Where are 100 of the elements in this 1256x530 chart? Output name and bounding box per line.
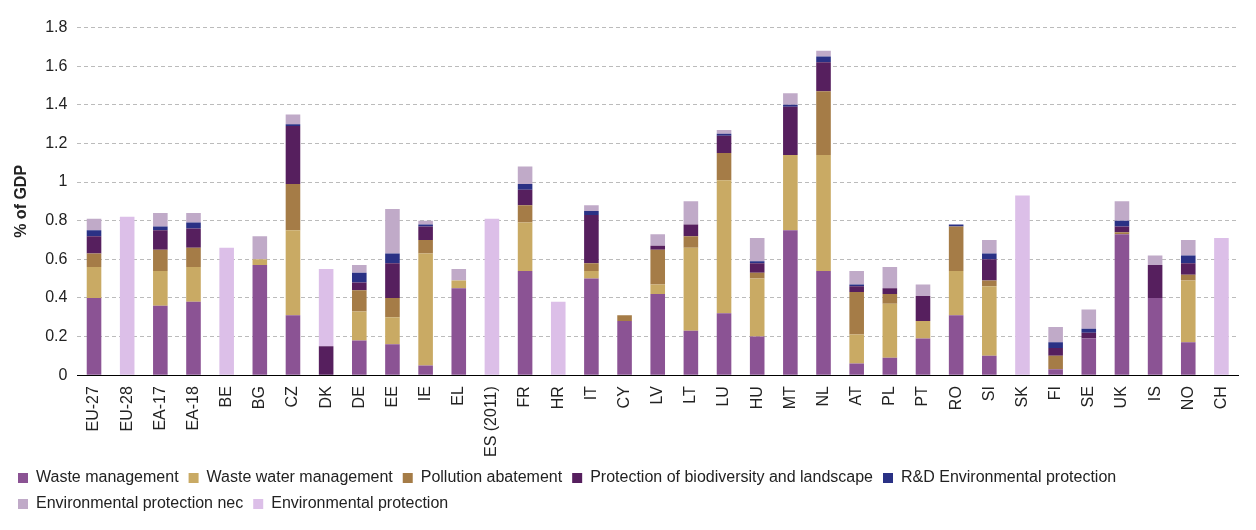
bar [252, 265, 268, 375]
x-tick-label: CY [614, 385, 632, 409]
bar [1214, 238, 1229, 375]
bar [517, 184, 533, 190]
bar [982, 259, 997, 281]
x-tick-label: DK [316, 385, 334, 409]
bar [153, 270, 168, 306]
bar [816, 50, 831, 57]
bar [86, 236, 102, 254]
y-tick-label: 1 [58, 172, 68, 190]
legend-label: Environmental protection [271, 494, 449, 512]
bar [1048, 348, 1063, 356]
bar [982, 286, 997, 356]
x-tick-label: PL [880, 386, 898, 406]
bar [119, 216, 135, 375]
x-tick-label: ES (2011) [482, 386, 500, 458]
y-tick-label: 0.8 [45, 211, 68, 229]
x-tick-label: NO [1178, 386, 1196, 411]
bar [849, 334, 864, 364]
x-tick-label: EE [382, 386, 400, 408]
bar [484, 218, 500, 375]
y-tick-label: 0.6 [45, 249, 68, 267]
x-tick-label: IT [581, 385, 599, 401]
bar [285, 230, 301, 316]
bar [749, 263, 765, 273]
bar [352, 290, 367, 312]
bar [716, 180, 732, 314]
x-tick-label: CH [1211, 386, 1229, 410]
bar [352, 340, 367, 375]
bar [86, 297, 102, 375]
bar [385, 317, 400, 345]
bar [285, 315, 301, 375]
bar [186, 247, 201, 268]
bar [584, 270, 599, 279]
bar [584, 214, 599, 264]
bar [882, 267, 898, 289]
x-tick-label: RO [946, 386, 964, 411]
bar [418, 365, 433, 375]
bar [86, 230, 102, 237]
bar [617, 315, 632, 322]
bar [517, 270, 533, 375]
bar [418, 253, 433, 366]
bar [550, 301, 566, 375]
bar [418, 239, 433, 254]
x-tick-label: HU [747, 386, 765, 410]
bar [252, 236, 268, 260]
x-tick-label: EL [449, 386, 467, 406]
x-tick-label: FI [1046, 386, 1064, 401]
bar [816, 62, 831, 92]
x-tick-label: SK [1012, 385, 1030, 408]
x-tick-label: EA-18 [183, 386, 201, 431]
bar [385, 263, 400, 298]
bar [1180, 280, 1196, 343]
bar [650, 249, 666, 285]
bar [219, 247, 234, 375]
bar [385, 253, 400, 264]
y-tick-label: 1.8 [45, 18, 68, 36]
bar [783, 93, 798, 105]
bar [352, 272, 367, 283]
x-tick-label: DE [349, 386, 367, 409]
bar [982, 239, 997, 254]
y-tick-label: 1.4 [45, 95, 68, 113]
x-tick-label: BE [217, 386, 235, 408]
bar [816, 91, 831, 156]
bar [683, 201, 699, 225]
x-tick-label: PT [913, 385, 931, 407]
bar [915, 338, 931, 375]
x-tick-label: LT [681, 385, 699, 404]
bar [617, 321, 632, 375]
bar [783, 230, 798, 375]
bar [683, 330, 699, 375]
bar [186, 212, 201, 223]
bar [252, 259, 268, 266]
x-tick-label: EU-28 [117, 386, 135, 432]
bar [385, 344, 400, 375]
x-tick-label: CZ [283, 385, 301, 408]
x-tick-label: LV [648, 385, 666, 405]
bar [783, 155, 798, 231]
bar [749, 278, 765, 337]
bar [584, 211, 599, 215]
bar [683, 247, 699, 331]
bar [318, 268, 334, 347]
legend-label: Environmental protection nec [36, 494, 244, 512]
bar [153, 212, 168, 227]
bar [153, 305, 168, 375]
bar [816, 155, 831, 271]
bar [285, 114, 301, 125]
bar [352, 265, 367, 273]
x-tick-label: LU [714, 386, 732, 407]
bar [186, 228, 201, 248]
bar [816, 270, 831, 375]
bar [285, 184, 301, 231]
bar [1147, 265, 1163, 298]
bar [716, 153, 732, 181]
legend-label: Waste water management [206, 468, 394, 486]
bar [385, 297, 400, 318]
bar [650, 234, 666, 246]
bar [86, 218, 102, 231]
x-tick-label: HR [548, 386, 566, 410]
bar [1048, 369, 1063, 375]
